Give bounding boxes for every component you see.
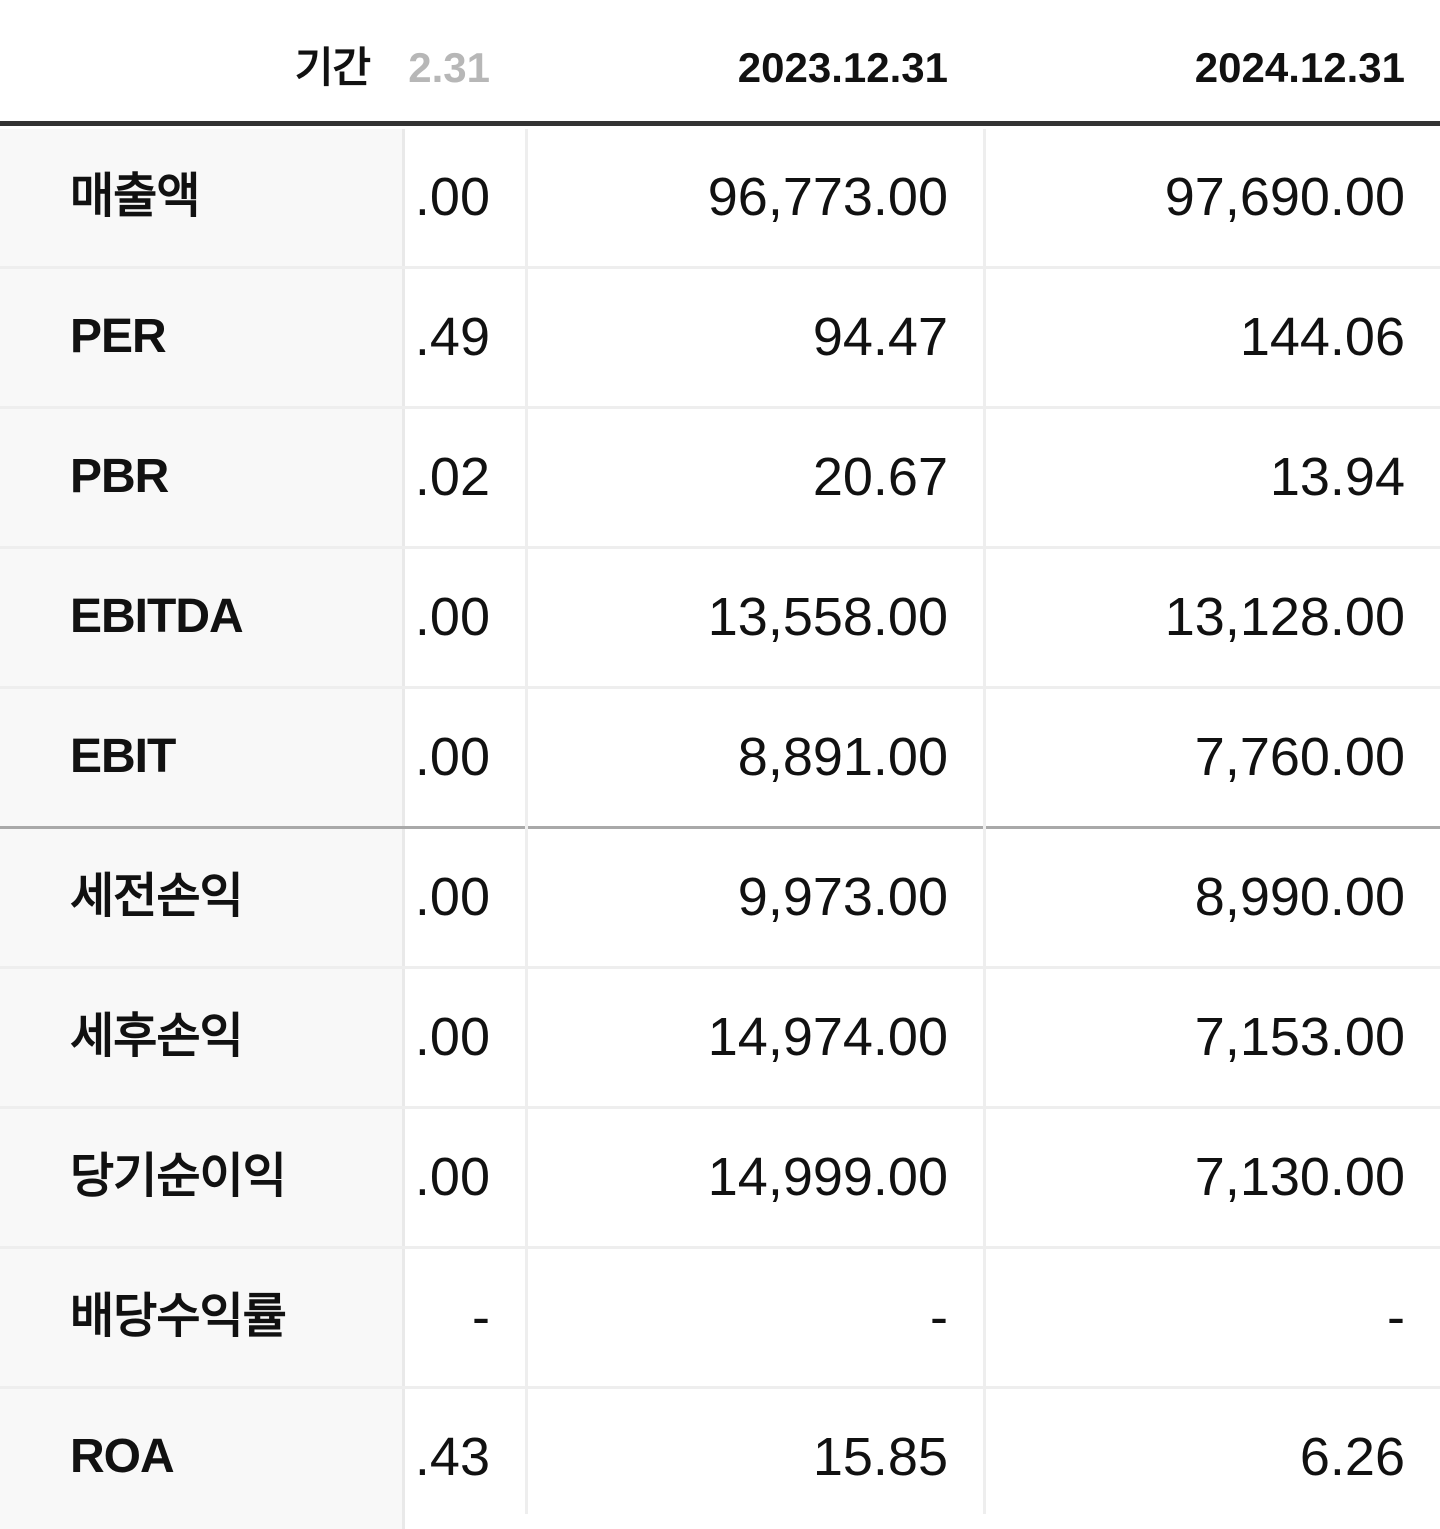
row-value: 97,690.00: [1164, 167, 1405, 227]
row-value: 14,999.00: [707, 1147, 948, 1207]
table-row: 배당수익률 - - -: [0, 1249, 1440, 1389]
row-label-cell: EBIT: [0, 689, 405, 826]
table-row: PBR .02 20.67 13.94: [0, 409, 1440, 549]
row-label: 매출액: [70, 170, 200, 223]
row-value: 6.26: [1299, 1427, 1405, 1487]
row-value: 7,130.00: [1194, 1147, 1405, 1207]
row-label: EBITDA: [70, 590, 244, 643]
row-value: 9,973.00: [737, 867, 948, 927]
row-label-cell: PBR: [0, 409, 405, 546]
row-label: PBR: [70, 450, 169, 503]
row-value: .00: [414, 867, 490, 927]
row-value: .00: [414, 727, 490, 787]
table-header: 기간 2.31 2023.12.31 2024.12.31: [0, 0, 1440, 126]
table-row: EBIT .00 8,891.00 7,760.00: [0, 689, 1440, 829]
row-label: PER: [70, 310, 167, 363]
row-value: 13,128.00: [1164, 587, 1405, 647]
table-row: 매출액 .00 96,773.00 97,690.00: [0, 129, 1440, 269]
row-value: 7,760.00: [1194, 727, 1405, 787]
column-header-2023: 2023.12.31: [737, 44, 948, 91]
row-value: .49: [414, 307, 490, 367]
row-value: 13,558.00: [707, 587, 948, 647]
table-row: EBITDA .00 13,558.00 13,128.00: [0, 549, 1440, 689]
table-row: 세후손익 .00 14,974.00 7,153.00: [0, 969, 1440, 1109]
table-row: 세전손익 .00 9,973.00 8,990.00: [0, 829, 1440, 969]
row-label-cell: 배당수익률: [0, 1249, 405, 1386]
period-label: 기간: [294, 44, 371, 91]
row-label: EBIT: [70, 730, 176, 783]
row-value: -: [472, 1287, 490, 1347]
table-row: ROA .43 15.85 6.26: [0, 1389, 1440, 1529]
table-row: PER .49 94.47 144.06: [0, 269, 1440, 409]
row-value: 8,990.00: [1194, 867, 1405, 927]
column-header-2024: 2024.12.31: [1194, 44, 1405, 91]
row-label-cell: ROA: [0, 1389, 405, 1529]
row-value: -: [930, 1287, 948, 1347]
row-value: .43: [414, 1427, 490, 1487]
row-label-cell: 매출액: [0, 129, 405, 266]
column-divider: [983, 129, 986, 1514]
row-value: .02: [414, 447, 490, 507]
column-header-partial: 2.31: [408, 44, 490, 91]
row-label-cell: PER: [0, 269, 405, 406]
row-value: .00: [414, 1147, 490, 1207]
row-label-cell: EBITDA: [0, 549, 405, 686]
row-label-cell: 당기순이익: [0, 1109, 405, 1246]
row-value: -: [1387, 1287, 1405, 1347]
row-value: 8,891.00: [737, 727, 948, 787]
row-value: 144.06: [1239, 307, 1405, 367]
row-value: .00: [414, 167, 490, 227]
row-label: 세전손익: [70, 870, 244, 923]
row-label-cell: 세후손익: [0, 969, 405, 1106]
row-value: .00: [414, 1007, 490, 1067]
row-value: 14,974.00: [707, 1007, 948, 1067]
row-label: 세후손익: [70, 1010, 244, 1063]
row-value: 20.67: [812, 447, 948, 507]
row-label: 배당수익률: [70, 1290, 287, 1343]
row-value: 96,773.00: [707, 167, 948, 227]
row-label-cell: 세전손익: [0, 829, 405, 966]
row-value: 7,153.00: [1194, 1007, 1405, 1067]
row-value: .00: [414, 587, 490, 647]
column-divider: [525, 129, 528, 1514]
row-value: 94.47: [812, 307, 948, 367]
row-label: 당기순이익: [70, 1150, 287, 1203]
row-value: 13.94: [1269, 447, 1405, 507]
row-label: ROA: [70, 1430, 175, 1483]
row-value: 15.85: [812, 1427, 948, 1487]
table-row: 당기순이익 .00 14,999.00 7,130.00: [0, 1109, 1440, 1249]
